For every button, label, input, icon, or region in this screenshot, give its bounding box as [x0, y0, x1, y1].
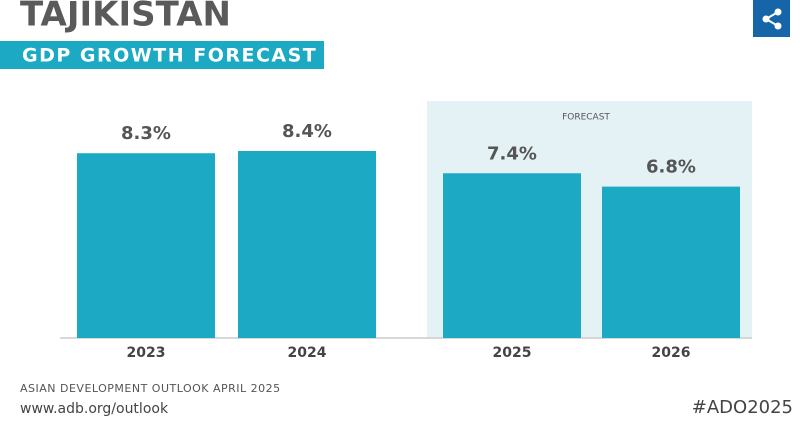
x-tick-label: 2026 — [652, 345, 691, 361]
bar — [238, 151, 376, 338]
x-tick-label: 2023 — [127, 345, 166, 361]
bar — [77, 153, 215, 338]
value-label: 8.3% — [121, 123, 171, 144]
chart-subtitle: GDP GROWTH FORECAST — [22, 45, 317, 67]
url: www.adb.org/outlook — [20, 401, 169, 417]
bar — [443, 173, 581, 338]
x-tick-label: 2025 — [493, 345, 532, 361]
subtitle-banner — [0, 41, 324, 69]
chart-title: TAJIKISTAN — [20, 0, 231, 35]
value-label: 7.4% — [487, 143, 537, 164]
source: ASIAN DEVELOPMENT OUTLOOK APRIL 2025 — [20, 382, 281, 395]
x-tick-label: 2024 — [288, 345, 327, 361]
share-lines — [764, 11, 779, 27]
value-label: 8.4% — [282, 121, 332, 142]
share-button[interactable] — [753, 0, 790, 37]
forecast-label: FORECAST — [562, 113, 610, 123]
value-label: 6.8% — [646, 157, 696, 178]
share-icon-bg[interactable] — [753, 0, 790, 37]
hashtag: #ADO2025 — [692, 397, 793, 418]
bar — [602, 186, 740, 338]
